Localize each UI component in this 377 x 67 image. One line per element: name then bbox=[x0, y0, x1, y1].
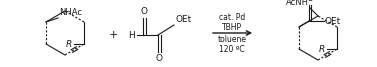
Text: O: O bbox=[307, 0, 313, 3]
Text: 120 ºC: 120 ºC bbox=[219, 44, 245, 54]
Text: TBHP: TBHP bbox=[222, 23, 242, 31]
Text: O: O bbox=[141, 7, 147, 16]
Text: NHAc: NHAc bbox=[59, 8, 82, 17]
Text: OEt: OEt bbox=[325, 16, 341, 26]
Text: R: R bbox=[319, 44, 325, 54]
Text: toluene: toluene bbox=[218, 36, 247, 44]
Text: AcNH: AcNH bbox=[286, 0, 309, 7]
Text: cat. Pd: cat. Pd bbox=[219, 13, 245, 23]
Text: O: O bbox=[155, 54, 162, 63]
Text: +: + bbox=[108, 30, 118, 40]
Text: OEt: OEt bbox=[175, 15, 191, 24]
Text: H: H bbox=[128, 31, 135, 40]
Text: R: R bbox=[66, 40, 72, 49]
